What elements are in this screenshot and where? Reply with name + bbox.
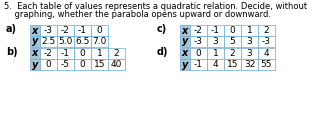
Bar bbox=[258, 36, 275, 47]
Bar bbox=[190, 25, 207, 36]
Bar bbox=[40, 36, 57, 47]
Bar bbox=[207, 48, 224, 59]
Bar bbox=[57, 36, 74, 47]
Bar bbox=[57, 25, 74, 36]
Text: -2: -2 bbox=[61, 26, 70, 35]
Text: 4: 4 bbox=[264, 49, 269, 58]
Text: -1: -1 bbox=[211, 26, 220, 35]
Bar bbox=[190, 36, 207, 47]
Bar bbox=[91, 59, 108, 70]
Text: 5: 5 bbox=[230, 37, 235, 46]
Bar bbox=[224, 59, 241, 70]
Bar bbox=[190, 59, 207, 70]
Bar bbox=[74, 25, 91, 36]
Bar bbox=[91, 48, 108, 59]
Text: 55: 55 bbox=[261, 60, 272, 69]
Text: 3: 3 bbox=[247, 37, 252, 46]
Bar bbox=[241, 36, 258, 47]
Text: -3: -3 bbox=[44, 26, 53, 35]
Bar bbox=[241, 48, 258, 59]
Text: 0: 0 bbox=[80, 49, 85, 58]
Text: b): b) bbox=[6, 47, 18, 57]
Text: -5: -5 bbox=[61, 60, 70, 69]
Text: 1: 1 bbox=[97, 49, 102, 58]
Text: 2: 2 bbox=[114, 49, 119, 58]
Bar bbox=[57, 59, 74, 70]
Bar bbox=[30, 48, 40, 59]
Text: 5.0: 5.0 bbox=[58, 37, 73, 46]
Text: 0: 0 bbox=[230, 26, 235, 35]
Text: 0: 0 bbox=[80, 60, 85, 69]
Text: 3: 3 bbox=[247, 49, 252, 58]
Bar bbox=[224, 36, 241, 47]
Bar bbox=[74, 36, 91, 47]
Bar bbox=[224, 48, 241, 59]
Text: a): a) bbox=[6, 24, 17, 34]
Bar bbox=[30, 25, 40, 36]
Bar bbox=[91, 36, 108, 47]
Text: 0: 0 bbox=[46, 60, 52, 69]
Bar bbox=[180, 25, 190, 36]
Text: y: y bbox=[32, 59, 38, 70]
Bar bbox=[207, 59, 224, 70]
Text: y: y bbox=[182, 36, 188, 47]
Bar bbox=[241, 59, 258, 70]
Text: -2: -2 bbox=[194, 26, 203, 35]
Text: x: x bbox=[32, 26, 38, 35]
Text: -3: -3 bbox=[194, 37, 203, 46]
Bar bbox=[207, 36, 224, 47]
Bar bbox=[258, 48, 275, 59]
Text: 4: 4 bbox=[213, 60, 218, 69]
Text: graphing, whether the parabola opens upward or downward.: graphing, whether the parabola opens upw… bbox=[4, 10, 271, 19]
Text: 3: 3 bbox=[213, 37, 218, 46]
Text: -2: -2 bbox=[44, 49, 53, 58]
Text: 0: 0 bbox=[196, 49, 201, 58]
Text: 15: 15 bbox=[227, 60, 238, 69]
Text: d): d) bbox=[157, 47, 168, 57]
Bar bbox=[180, 48, 190, 59]
Text: x: x bbox=[32, 48, 38, 59]
Text: -1: -1 bbox=[61, 49, 70, 58]
Text: 15: 15 bbox=[94, 60, 105, 69]
Bar bbox=[180, 36, 190, 47]
Text: 0: 0 bbox=[97, 26, 102, 35]
Bar bbox=[224, 25, 241, 36]
Text: -1: -1 bbox=[78, 26, 87, 35]
Bar bbox=[40, 48, 57, 59]
Bar bbox=[108, 59, 125, 70]
Bar bbox=[258, 25, 275, 36]
Text: y: y bbox=[32, 36, 38, 47]
Bar bbox=[207, 25, 224, 36]
Text: 32: 32 bbox=[244, 60, 255, 69]
Text: 2: 2 bbox=[230, 49, 235, 58]
Bar bbox=[74, 59, 91, 70]
Bar bbox=[74, 48, 91, 59]
Text: 2.5: 2.5 bbox=[41, 37, 56, 46]
Text: -3: -3 bbox=[262, 37, 271, 46]
Bar bbox=[180, 59, 190, 70]
Text: 7.0: 7.0 bbox=[92, 37, 107, 46]
Text: 40: 40 bbox=[111, 60, 122, 69]
Bar bbox=[40, 25, 57, 36]
Bar bbox=[30, 36, 40, 47]
Text: x: x bbox=[182, 26, 188, 35]
Text: 1: 1 bbox=[247, 26, 252, 35]
Bar bbox=[108, 48, 125, 59]
Bar bbox=[241, 25, 258, 36]
Text: x: x bbox=[182, 48, 188, 59]
Bar bbox=[190, 48, 207, 59]
Bar bbox=[57, 48, 74, 59]
Bar bbox=[91, 25, 108, 36]
Text: 5.  Each table of values represents a quadratic relation. Decide, without: 5. Each table of values represents a qua… bbox=[4, 2, 307, 11]
Bar bbox=[30, 59, 40, 70]
Text: 2: 2 bbox=[264, 26, 269, 35]
Text: 1: 1 bbox=[213, 49, 218, 58]
Text: y: y bbox=[182, 59, 188, 70]
Text: 6.5: 6.5 bbox=[75, 37, 90, 46]
Text: c): c) bbox=[157, 24, 167, 34]
Bar bbox=[258, 59, 275, 70]
Text: -1: -1 bbox=[194, 60, 203, 69]
Bar bbox=[40, 59, 57, 70]
